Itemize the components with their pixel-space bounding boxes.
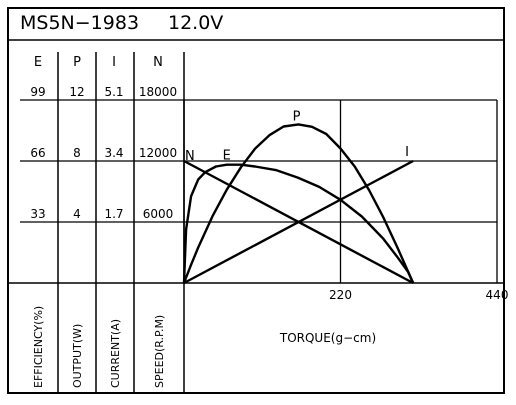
- y-tick-e-2: 99: [30, 85, 45, 99]
- header-e: E: [34, 55, 42, 70]
- y-tick-labels: 33 66 99 4 8 12 1.7 3.4 5.1 6000 12000 18000: [30, 85, 177, 221]
- y-tick-i-0: 1.7: [104, 207, 123, 221]
- header-n: N: [153, 55, 163, 70]
- curve-labels: N E P I: [185, 109, 409, 164]
- curve-label-e: E: [223, 149, 231, 164]
- curve-label-i: I: [405, 145, 409, 160]
- y-tick-i-2: 5.1: [104, 85, 123, 99]
- series-e-curve: [182, 163, 415, 284]
- y-tick-e-1: 66: [30, 146, 45, 160]
- y-tick-e-0: 33: [30, 207, 45, 221]
- y-tick-p-0: 4: [73, 207, 81, 221]
- x-tick-labels: 220 440: [329, 288, 508, 302]
- y-tick-i-1: 3.4: [104, 146, 123, 160]
- x-tick-440: 440: [486, 288, 509, 302]
- chart-voltage: 12.0V: [168, 12, 223, 34]
- chart-title: MS5N−1983: [20, 12, 139, 34]
- y-tick-p-1: 8: [73, 146, 81, 160]
- series-p-curve: [182, 123, 415, 284]
- header-i: I: [112, 55, 116, 70]
- header-p: P: [73, 55, 81, 70]
- axis-name-efficiency: EFFICIENCY(%): [32, 306, 45, 388]
- y-tick-n-0: 6000: [143, 207, 174, 221]
- curve-label-p: P: [293, 109, 301, 124]
- x-axis-label: TORQUE(g−cm): [279, 331, 376, 345]
- y-tick-n-1: 12000: [139, 146, 177, 160]
- axis-name-speed: SPEED(R.P.M): [153, 315, 166, 388]
- x-tick-220: 220: [329, 288, 352, 302]
- series-i-curve: [183, 159, 414, 285]
- axis-name-current: CURRENT(A): [109, 319, 122, 388]
- curve-label-n: N: [185, 149, 195, 164]
- y-tick-p-2: 12: [69, 85, 84, 99]
- axis-name-output: OUTPUT(W): [71, 324, 84, 388]
- grid-lines: [20, 99, 498, 283]
- series-lines: [182, 123, 415, 285]
- y-tick-n-2: 18000: [139, 85, 177, 99]
